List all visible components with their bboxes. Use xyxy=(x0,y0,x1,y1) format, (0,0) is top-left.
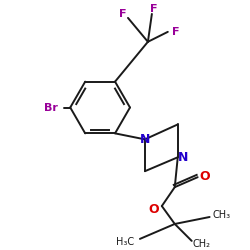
Text: CH₂: CH₂ xyxy=(193,239,211,249)
Text: CH₃: CH₃ xyxy=(212,210,230,220)
Text: O: O xyxy=(199,170,210,183)
Text: N: N xyxy=(178,151,188,164)
Text: F: F xyxy=(172,27,180,37)
Text: H₃C: H₃C xyxy=(116,237,134,247)
Text: F: F xyxy=(119,9,127,19)
Text: O: O xyxy=(148,202,159,215)
Text: N: N xyxy=(140,133,150,146)
Text: Br: Br xyxy=(44,102,58,113)
Text: F: F xyxy=(150,4,158,14)
